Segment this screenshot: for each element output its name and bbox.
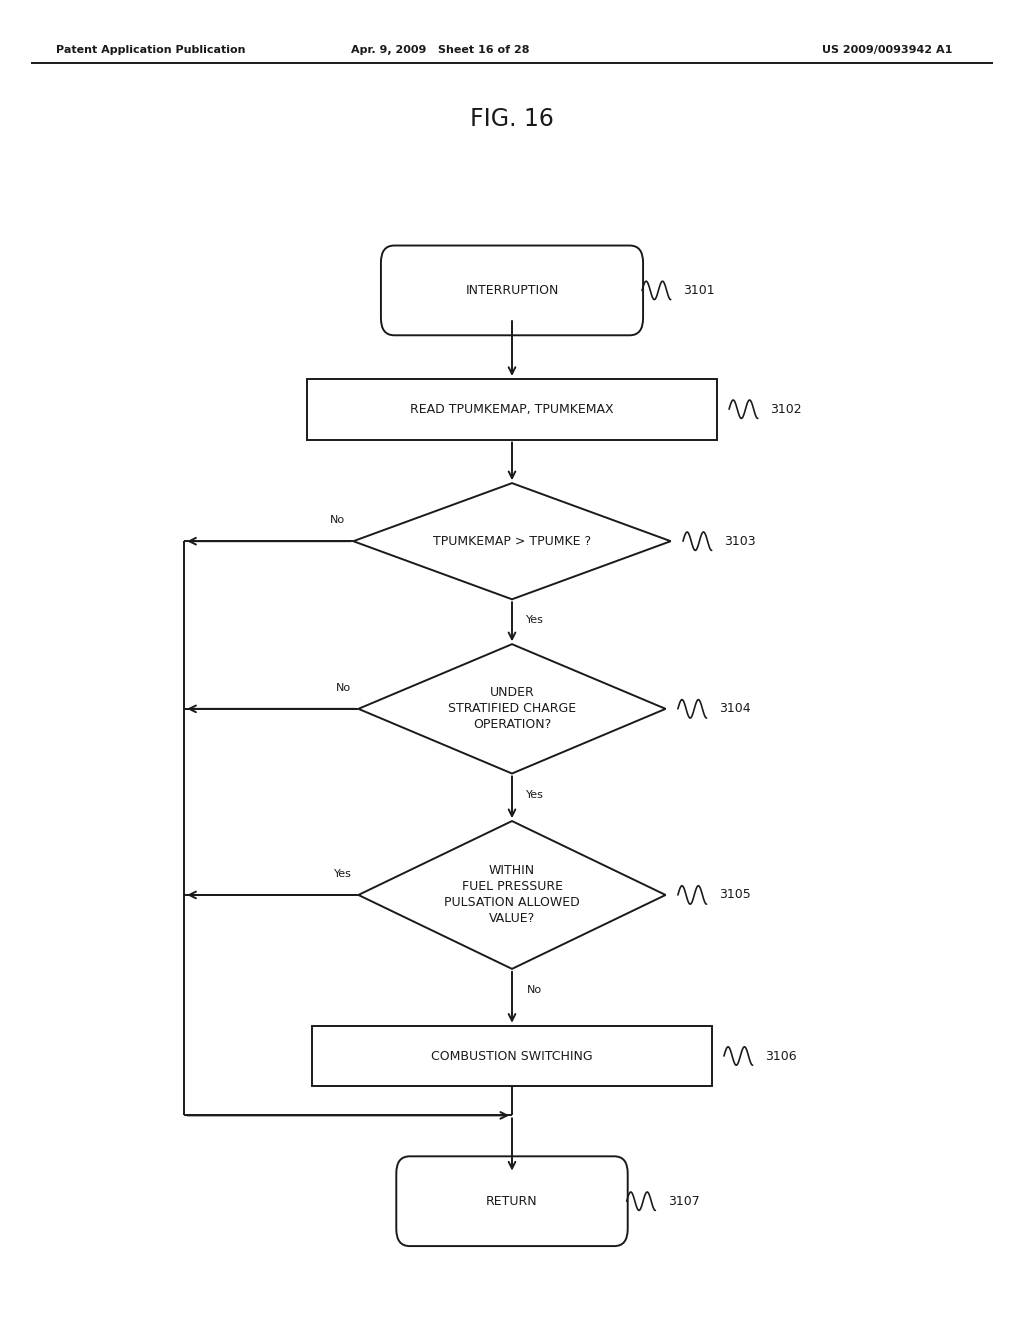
- Text: 3102: 3102: [770, 403, 802, 416]
- Text: 3106: 3106: [765, 1049, 797, 1063]
- Text: No: No: [527, 985, 542, 995]
- Bar: [307, 379, 717, 440]
- Text: RETURN: RETURN: [486, 1195, 538, 1208]
- Text: No: No: [336, 682, 350, 693]
- FancyBboxPatch shape: [396, 1156, 628, 1246]
- Polygon shape: [358, 821, 666, 969]
- Text: TPUMKEMAP > TPUMKE ?: TPUMKEMAP > TPUMKE ?: [433, 535, 591, 548]
- Text: Yes: Yes: [525, 789, 544, 800]
- Text: Yes: Yes: [525, 615, 544, 626]
- Text: READ TPUMKEMAP, TPUMKEMAX: READ TPUMKEMAP, TPUMKEMAX: [411, 403, 613, 416]
- Text: FIG. 16: FIG. 16: [470, 107, 554, 131]
- Text: 3105: 3105: [719, 888, 751, 902]
- Polygon shape: [358, 644, 666, 774]
- Text: 3104: 3104: [719, 702, 751, 715]
- Text: UNDER
STRATIFIED CHARGE
OPERATION?: UNDER STRATIFIED CHARGE OPERATION?: [447, 686, 577, 731]
- Text: INTERRUPTION: INTERRUPTION: [465, 284, 559, 297]
- Text: WITHIN
FUEL PRESSURE
PULSATION ALLOWED
VALUE?: WITHIN FUEL PRESSURE PULSATION ALLOWED V…: [444, 865, 580, 925]
- Text: US 2009/0093942 A1: US 2009/0093942 A1: [822, 45, 952, 55]
- FancyBboxPatch shape: [381, 246, 643, 335]
- Text: Yes: Yes: [334, 869, 352, 879]
- Text: 3107: 3107: [668, 1195, 699, 1208]
- Text: 3101: 3101: [683, 284, 715, 297]
- Bar: [312, 1026, 712, 1086]
- Text: Apr. 9, 2009   Sheet 16 of 28: Apr. 9, 2009 Sheet 16 of 28: [351, 45, 529, 55]
- Text: Patent Application Publication: Patent Application Publication: [56, 45, 246, 55]
- Text: 3103: 3103: [724, 535, 756, 548]
- Text: COMBUSTION SWITCHING: COMBUSTION SWITCHING: [431, 1049, 593, 1063]
- Polygon shape: [353, 483, 671, 599]
- Text: No: No: [331, 515, 345, 525]
